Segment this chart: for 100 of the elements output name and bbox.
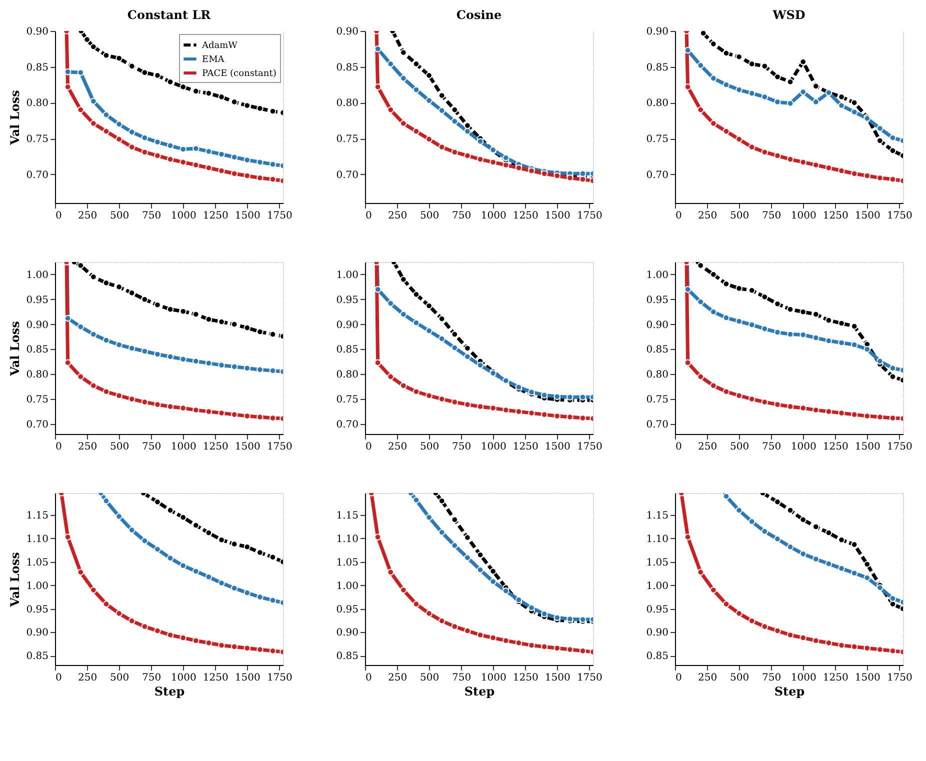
point xyxy=(256,174,264,182)
point xyxy=(438,315,446,322)
point xyxy=(710,308,717,316)
point xyxy=(748,321,756,328)
point xyxy=(166,78,174,86)
chart-title: Constant LR xyxy=(127,8,212,22)
point xyxy=(476,156,484,163)
point xyxy=(697,262,704,269)
point xyxy=(761,62,768,70)
y-tick-label: 0.95 xyxy=(646,604,668,616)
point xyxy=(736,86,742,94)
point xyxy=(116,284,122,290)
x-tick-label: 250 xyxy=(698,210,718,222)
y-tick-label: 0.70 xyxy=(336,170,358,181)
point xyxy=(230,643,238,650)
line-series xyxy=(683,31,903,184)
point xyxy=(116,136,122,143)
point xyxy=(77,106,84,114)
point xyxy=(180,83,187,90)
y-tick-label: 0.90 xyxy=(646,26,668,38)
point xyxy=(722,81,730,88)
y-tick-label: 0.85 xyxy=(336,344,358,356)
y-tick-label: 0.70 xyxy=(646,420,668,431)
point xyxy=(722,128,730,135)
line-series xyxy=(63,31,283,184)
point xyxy=(736,506,742,514)
point xyxy=(426,514,432,521)
point xyxy=(218,150,225,158)
point xyxy=(141,398,148,406)
point xyxy=(464,152,471,160)
point xyxy=(700,31,707,37)
point xyxy=(850,341,858,348)
point xyxy=(579,394,586,401)
point xyxy=(180,356,187,363)
x-tick-label: 500 xyxy=(420,210,440,222)
x-tick-label: 1000 xyxy=(170,672,196,684)
point xyxy=(838,102,845,109)
point xyxy=(90,120,97,127)
point xyxy=(128,618,136,624)
point xyxy=(116,54,122,62)
point xyxy=(850,570,858,577)
point xyxy=(400,276,407,283)
point xyxy=(579,648,586,654)
y-tick-label: 0.85 xyxy=(26,651,48,662)
point xyxy=(256,366,264,374)
x-tick-label: 1750 xyxy=(266,210,292,222)
y-tick-label: 0.70 xyxy=(646,170,668,181)
y-tick-label: 1.00 xyxy=(26,580,48,592)
y-tick-label: 0.90 xyxy=(26,26,48,38)
y-tick-label: 1.10 xyxy=(336,534,358,545)
y-tick-label: 0.70 xyxy=(26,420,48,431)
x-tick-label: 1000 xyxy=(790,210,816,222)
point xyxy=(374,534,382,540)
point xyxy=(438,498,446,504)
y-tick-label: 1.05 xyxy=(646,557,668,568)
point xyxy=(154,72,161,79)
x-tick-label: 1500 xyxy=(544,672,570,684)
x-tick-label: 1500 xyxy=(234,672,260,684)
point xyxy=(876,125,884,132)
point xyxy=(850,541,858,548)
y-tick-label: 1.10 xyxy=(26,534,48,545)
x-tick-label: 1250 xyxy=(512,442,538,452)
point xyxy=(710,586,717,594)
point xyxy=(464,627,471,634)
point xyxy=(800,158,807,166)
point xyxy=(269,160,276,168)
point xyxy=(464,534,471,541)
point xyxy=(876,137,884,144)
point xyxy=(684,359,692,366)
point xyxy=(736,318,742,325)
point xyxy=(540,411,548,418)
x-tick-label: 1500 xyxy=(854,210,880,222)
x-tick-label: 0 xyxy=(676,210,682,222)
point xyxy=(774,152,781,160)
point xyxy=(230,320,238,328)
point xyxy=(774,401,781,408)
point xyxy=(697,373,704,380)
x-tick-label: 0 xyxy=(676,442,682,452)
point xyxy=(141,537,148,544)
point xyxy=(426,327,432,334)
point xyxy=(256,328,264,336)
point xyxy=(141,69,148,76)
x-tick-label: 750 xyxy=(142,210,162,222)
x-tick-label: 1000 xyxy=(170,210,196,222)
point xyxy=(554,412,561,420)
point xyxy=(205,90,212,97)
x-tick-label: 500 xyxy=(110,442,130,452)
point xyxy=(154,301,161,308)
point xyxy=(230,98,238,106)
x-tick-label: 500 xyxy=(420,672,440,684)
point xyxy=(116,120,122,128)
y-tick-label: 0.80 xyxy=(26,98,48,110)
point xyxy=(864,574,871,582)
y-tick-label: 0.80 xyxy=(336,98,358,110)
point xyxy=(889,373,896,380)
point xyxy=(154,546,161,553)
point xyxy=(374,286,382,293)
point xyxy=(230,411,238,418)
point xyxy=(889,364,896,372)
y-axis-title: Val Loss xyxy=(8,552,22,608)
